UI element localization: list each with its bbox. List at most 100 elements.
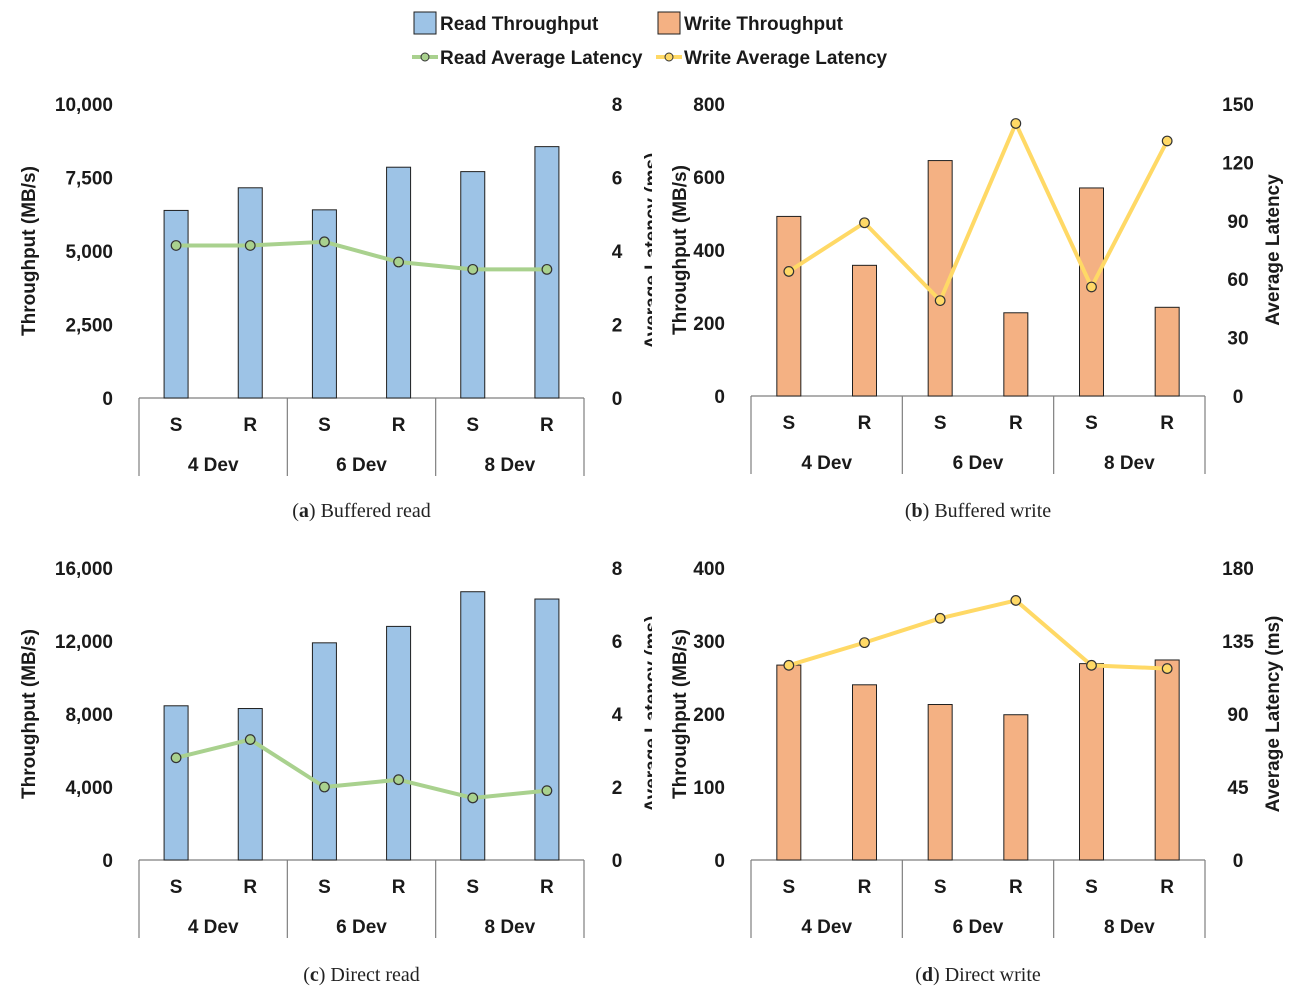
bar-s-1	[163, 705, 189, 861]
category-label: R	[1160, 877, 1174, 898]
latency-line	[787, 121, 1169, 303]
y2-tick-label: 135	[1222, 632, 1254, 653]
y-tick-label: 0	[714, 851, 725, 872]
legend-item-write-throughput: Write Throughput	[657, 11, 844, 35]
latency-point-6	[541, 785, 553, 797]
latency-point-1	[783, 659, 795, 671]
caption-paren-open: (	[292, 500, 299, 522]
bar-r-4	[386, 166, 412, 399]
caption-letter: a	[299, 500, 309, 522]
y2-tick-label: 4	[612, 242, 623, 263]
latency-point-2	[244, 734, 256, 745]
y2-axis-title: Average Latency (ms)	[642, 616, 652, 813]
group-label: 8 Dev	[1104, 453, 1155, 474]
y-tick-label: 4,000	[65, 778, 113, 799]
y-tick-label: 12,000	[55, 632, 113, 653]
latency-point-4	[393, 774, 404, 786]
category-label: S	[318, 877, 331, 898]
legend-item-read-throughput: Read Throughput	[413, 11, 599, 35]
y-tick-label: 2,500	[65, 316, 113, 337]
y2-tick-label: 2	[612, 316, 623, 337]
latency-line	[175, 737, 548, 800]
bar-s-1	[776, 215, 802, 397]
category-label: S	[466, 415, 479, 436]
latency-point-1	[783, 266, 795, 277]
legend-label-read-throughput: Read Throughput	[440, 14, 599, 35]
category-label: S	[782, 877, 795, 898]
figure-caption: (a) Buffered read	[292, 500, 430, 522]
y-tick-label: 200	[693, 705, 725, 726]
group-label: 4 Dev	[188, 455, 239, 476]
group-label: 6 Dev	[336, 917, 387, 938]
latency-point-4	[1010, 118, 1022, 129]
legend-label-read-latency: Read Average Latency	[440, 48, 643, 69]
group-label: 8 Dev	[484, 917, 535, 938]
latency-point-3	[319, 236, 330, 248]
y-tick-label: 5,000	[65, 242, 113, 263]
y-tick-label: 10,000	[55, 95, 113, 116]
y-tick-label: 300	[693, 632, 725, 653]
bar-s-5	[460, 171, 486, 399]
y2-tick-label: 8	[612, 559, 623, 580]
group-label: 4 Dev	[801, 917, 852, 938]
y2-tick-label: 90	[1227, 705, 1248, 726]
y-tick-label: 16,000	[55, 559, 113, 580]
category-label: S	[318, 415, 331, 436]
y2-tick-label: 4	[612, 705, 623, 726]
legend-swatch-read-throughput	[413, 11, 437, 35]
group-label: 8 Dev	[484, 455, 535, 476]
caption-letter: d	[922, 964, 933, 986]
latency-point-2	[859, 217, 870, 229]
category-label: S	[466, 877, 479, 898]
y2-tick-label: 60	[1227, 270, 1248, 291]
bar-s-3	[311, 642, 337, 861]
y-axis-title: Throughput (MB/s)	[19, 629, 40, 799]
category-label: S	[782, 413, 795, 434]
category-label: R	[1009, 413, 1023, 434]
category-label: R	[858, 413, 872, 434]
y2-tick-label: 0	[612, 389, 623, 410]
caption-paren-close: )	[319, 964, 331, 986]
latency-point-1	[170, 752, 182, 764]
category-label: R	[392, 415, 406, 436]
legend-label-write-latency: Write Average Latency	[684, 48, 888, 69]
category-label: R	[243, 415, 257, 436]
legend-marker-write-latency	[664, 52, 674, 62]
latency-point-5	[1086, 659, 1097, 671]
latency-point-1	[170, 240, 182, 251]
bar-r-6	[1154, 306, 1180, 397]
caption-paren-open: (	[905, 500, 912, 522]
y2-tick-label: 0	[1233, 387, 1244, 408]
chart-direct-read: 16,000 12,000 8,000 4,000 0 8 6 4 2 0 Throughput (…	[19, 559, 652, 986]
y-tick-label: 8,000	[65, 705, 113, 726]
figure-caption: (c) Direct read	[303, 964, 420, 986]
category-label: S	[934, 877, 947, 898]
caption-paren-open: (	[915, 964, 922, 986]
group-label: 6 Dev	[953, 453, 1004, 474]
y-tick-label: 100	[693, 778, 725, 799]
y-tick-label: 0	[102, 389, 113, 410]
y2-axis-title: Average Latency	[1263, 174, 1284, 326]
caption-letter: c	[310, 964, 319, 986]
bar-s-1	[163, 209, 189, 399]
y2-tick-label: 6	[612, 632, 623, 653]
y-tick-label: 0	[102, 851, 113, 872]
bar-s-5	[460, 591, 486, 861]
category-label: R	[243, 877, 257, 898]
category-label: S	[170, 877, 183, 898]
latency-point-5	[467, 792, 479, 804]
latency-point-6	[1161, 135, 1173, 147]
caption-paren-close: )	[923, 500, 935, 522]
y-axis-title: Throughput (MB/s)	[670, 165, 691, 335]
bar-r-6	[534, 598, 560, 861]
group-label: 4 Dev	[801, 453, 852, 474]
legend-label-write-throughput: Write Throughput	[684, 14, 844, 35]
y-axis-title: Throughput (MB/s)	[670, 629, 691, 799]
y2-tick-label: 0	[612, 851, 623, 872]
bar-r-4	[1003, 312, 1029, 397]
group-label: 6 Dev	[336, 455, 387, 476]
figure-caption: (b) Buffered write	[905, 500, 1051, 522]
latency-line	[176, 239, 547, 272]
bar-s-5	[1079, 663, 1104, 861]
caption-letter: b	[912, 500, 923, 522]
